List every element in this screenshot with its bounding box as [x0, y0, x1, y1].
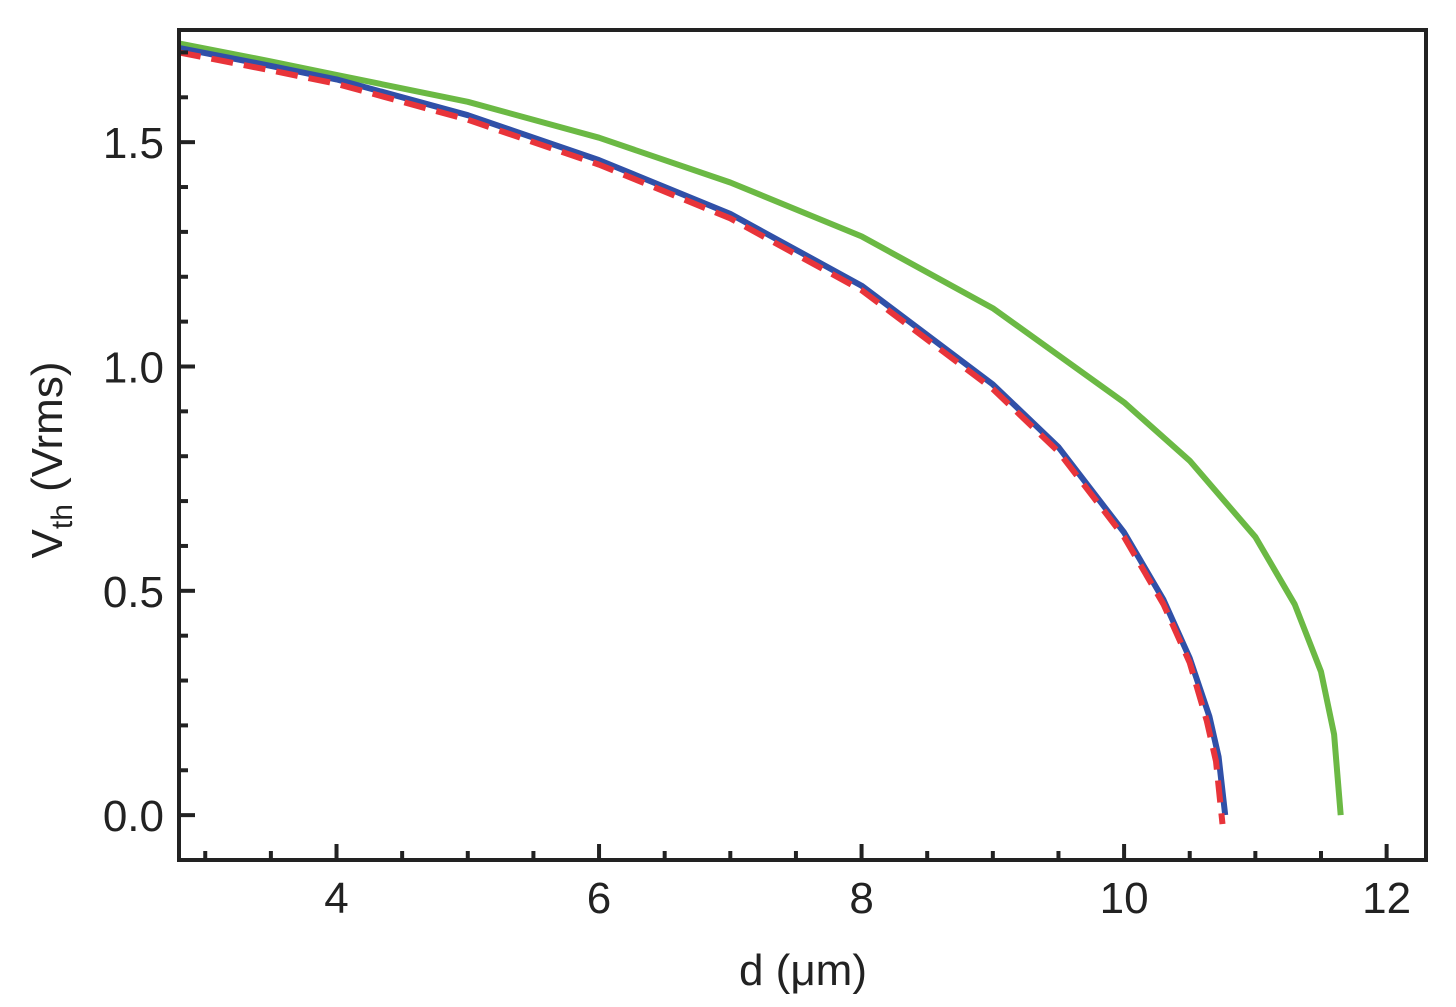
series-line-2: [178, 44, 1229, 816]
y-axis-label: Vth (Vrms): [23, 362, 79, 559]
x-tick-label: 8: [849, 874, 873, 923]
y-axis-label-main: V: [23, 528, 72, 558]
y-tick-label: 1.5: [103, 119, 164, 168]
y-tick-label: 1.0: [103, 343, 164, 392]
series-line-1: [178, 40, 1344, 816]
plot-curves: [178, 40, 1344, 825]
y-tick-label: 0.5: [103, 568, 164, 617]
y-axis-label-rest: (Vrms): [23, 362, 72, 505]
plot-frame: [177, 28, 1428, 862]
axis-tick-labels: 4 6 8 10 12 0.0 0.5 1.0 1.5: [103, 119, 1411, 923]
axis-ticks: [179, 50, 1389, 860]
x-tick-label: 10: [1100, 874, 1149, 923]
x-tick-label: 4: [324, 874, 348, 923]
x-axis-label: d (μm): [739, 946, 867, 995]
series-line-3: [178, 49, 1226, 825]
y-tick-label: 0.0: [103, 792, 164, 841]
y-axis-label-sub: th: [46, 504, 79, 529]
x-tick-label: 12: [1362, 874, 1411, 923]
x-tick-label: 6: [587, 874, 611, 923]
